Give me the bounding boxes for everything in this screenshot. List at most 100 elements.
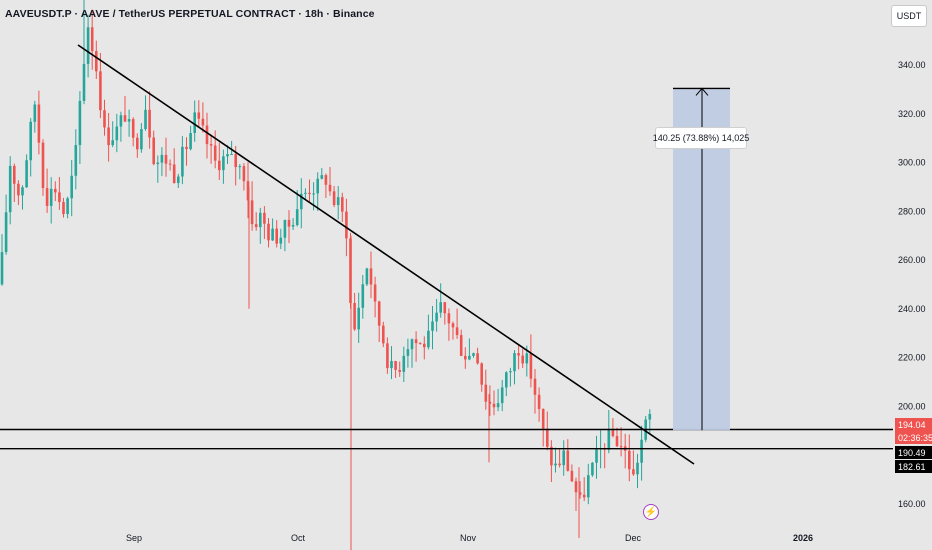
candle-body <box>554 463 557 466</box>
candle-body <box>234 154 237 168</box>
candle-body <box>410 339 414 350</box>
candle-body <box>70 175 73 199</box>
candle-body <box>537 394 541 410</box>
candle-body <box>414 339 418 344</box>
candle-body <box>394 360 397 370</box>
candle-body <box>435 312 438 322</box>
candle-body <box>332 191 336 206</box>
candle-body <box>17 183 20 196</box>
candle-body <box>172 164 176 184</box>
y-tick-label: 200.00 <box>898 401 926 411</box>
lightning-icon[interactable]: ⚡ <box>643 504 659 520</box>
candle-body <box>402 355 406 372</box>
candle-body <box>316 178 319 194</box>
candle-body <box>127 119 131 122</box>
candle-body <box>37 104 41 143</box>
candle-body <box>295 209 299 226</box>
candle-body <box>254 224 258 228</box>
last-price-tag: 194.04 <box>895 418 932 431</box>
currency-button[interactable]: USDT <box>891 5 927 27</box>
measure-arrow-head <box>695 87 709 96</box>
candle-body <box>582 494 586 498</box>
candle-body <box>320 175 324 179</box>
candle-body <box>480 363 483 385</box>
candle-body <box>58 192 61 203</box>
trendline <box>77 44 695 465</box>
y-tick-label: 260.00 <box>898 255 926 265</box>
countdown-tag: 02:36:35 <box>895 431 932 444</box>
candle-body <box>443 302 447 314</box>
candle-body <box>377 301 381 326</box>
candle-body <box>607 428 611 450</box>
candle-body <box>300 193 303 210</box>
candle-body <box>496 403 500 408</box>
candle-body <box>86 27 90 64</box>
candle-body <box>140 129 143 150</box>
candle-body <box>595 449 598 463</box>
candle-body <box>369 268 373 285</box>
candle-body <box>533 378 537 395</box>
candle-body <box>455 327 459 336</box>
candle-body <box>193 112 196 134</box>
candle-body <box>632 469 635 475</box>
candle-body <box>168 163 172 165</box>
candle-body <box>574 481 578 493</box>
candle-body <box>197 112 201 119</box>
candle-body <box>550 446 553 466</box>
candle-body <box>271 228 274 241</box>
candle-body <box>218 160 221 171</box>
candle-body <box>177 176 180 184</box>
candle-body <box>328 184 332 192</box>
y-tick-label: 220.00 <box>898 353 926 363</box>
candle-body <box>33 104 37 122</box>
candle-body <box>66 198 69 215</box>
candle-body <box>181 146 184 177</box>
candle-body <box>459 335 463 356</box>
candle-body <box>201 118 205 126</box>
x-tick-label: Oct <box>291 533 306 543</box>
candle-body <box>49 188 53 206</box>
candle-body <box>492 403 496 408</box>
candle-body <box>115 126 119 141</box>
level-lower-tag: 182.61 <box>895 460 932 473</box>
candle-body <box>246 181 250 201</box>
candle-body <box>488 401 492 404</box>
candle-body <box>472 353 475 356</box>
candle-body <box>123 115 127 122</box>
candle-body <box>562 450 565 466</box>
candle-body <box>484 384 488 402</box>
candle-body <box>587 475 590 498</box>
candle-body <box>90 27 94 52</box>
candle-body <box>336 197 340 206</box>
candle-body <box>423 343 426 348</box>
candle-body <box>361 284 365 308</box>
candle-body <box>341 197 344 212</box>
candle-body <box>558 463 561 466</box>
candle-body <box>578 492 582 495</box>
candle-body <box>345 211 348 239</box>
candle-body <box>131 119 135 138</box>
candle-body <box>648 414 652 420</box>
y-tick-label: 280.00 <box>898 206 926 216</box>
candle-body <box>29 121 32 161</box>
candle-body <box>500 387 504 404</box>
candle-body <box>521 355 524 364</box>
candle-body <box>8 165 12 213</box>
candle-body <box>439 302 442 313</box>
candle-body <box>213 145 217 161</box>
candle-body <box>468 355 471 360</box>
candle-body <box>242 166 246 182</box>
candle-body <box>308 192 311 195</box>
candle-body <box>447 313 451 324</box>
candle-body <box>546 428 549 447</box>
candle-body <box>513 353 516 372</box>
candle-body <box>431 321 434 331</box>
x-tick-label: Dec <box>625 533 642 543</box>
candle-body <box>279 237 283 244</box>
candle-body <box>373 284 377 302</box>
y-tick-label: 300.00 <box>898 158 926 168</box>
candle-body <box>529 353 533 379</box>
candle-body <box>570 470 574 482</box>
